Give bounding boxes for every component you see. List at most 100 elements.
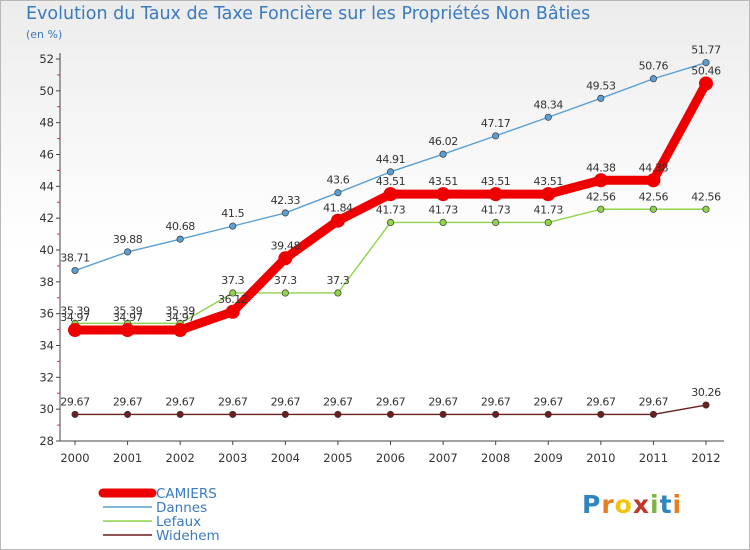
data-label-dannes: 47.17 xyxy=(481,117,511,130)
logo-letter: i xyxy=(672,490,683,519)
logo-letter: x xyxy=(632,490,650,519)
data-point-camiers xyxy=(593,173,608,188)
data-point-widehem xyxy=(544,410,552,418)
data-label-widehem: 29.67 xyxy=(271,395,301,408)
x-tick-label: 2003 xyxy=(218,451,247,465)
data-point-widehem xyxy=(439,410,447,418)
data-label-camiers: 41.84 xyxy=(323,202,353,215)
legend-label-widehem: Widehem xyxy=(156,528,220,544)
data-label-camiers: 34.97 xyxy=(165,311,195,324)
data-label-lefaux: 41.73 xyxy=(481,203,511,216)
data-label-dannes: 49.53 xyxy=(586,79,616,92)
data-point-camiers xyxy=(699,76,713,91)
y-tick-label: 42 xyxy=(39,211,54,225)
data-label-lefaux: 37.3 xyxy=(221,274,244,287)
data-label-widehem: 29.67 xyxy=(481,395,511,408)
data-label-camiers: 43.51 xyxy=(534,175,564,188)
data-point-dannes xyxy=(176,235,184,243)
data-point-dannes xyxy=(544,113,552,121)
data-label-dannes: 38.71 xyxy=(60,252,90,265)
data-point-widehem xyxy=(176,410,184,418)
data-point-dannes xyxy=(281,209,289,217)
logo-letter: i xyxy=(650,490,660,519)
data-label-camiers: 39.48 xyxy=(271,239,301,252)
x-tick-label: 2002 xyxy=(166,451,195,465)
y-tick-label: 40 xyxy=(39,243,54,257)
data-label-lefaux: 37.3 xyxy=(326,274,349,287)
data-label-widehem: 29.67 xyxy=(428,395,458,408)
data-label-widehem: 29.67 xyxy=(639,395,669,408)
data-point-dannes xyxy=(124,248,132,256)
y-tick-label: 30 xyxy=(39,402,54,416)
data-label-lefaux: 42.56 xyxy=(691,190,721,203)
x-tick-label: 2006 xyxy=(376,451,405,465)
data-point-dannes xyxy=(649,75,657,83)
data-point-widehem xyxy=(281,410,289,418)
data-point-widehem xyxy=(649,410,657,418)
data-point-lefaux xyxy=(334,289,342,297)
data-point-dannes xyxy=(702,59,710,67)
logo-letter: o xyxy=(614,490,633,519)
data-point-camiers xyxy=(646,173,661,188)
data-point-lefaux xyxy=(597,205,605,213)
legend-label-dannes: Dannes xyxy=(156,500,207,516)
data-label-dannes: 39.88 xyxy=(113,233,143,246)
data-point-lefaux xyxy=(492,218,500,227)
data-point-widehem xyxy=(702,401,710,409)
data-label-camiers: 44.38 xyxy=(586,161,616,174)
data-point-camiers xyxy=(173,323,188,338)
legend-label-lefaux: Lefaux xyxy=(156,514,201,530)
data-label-camiers: 43.51 xyxy=(481,175,511,188)
data-label-dannes: 42.33 xyxy=(271,194,301,207)
data-label-camiers: 34.97 xyxy=(60,311,90,324)
data-point-widehem xyxy=(597,410,605,418)
data-point-camiers xyxy=(225,304,240,319)
data-point-camiers xyxy=(120,323,135,338)
logo-letter: P xyxy=(582,490,602,519)
data-point-widehem xyxy=(71,410,79,418)
y-tick-label: 36 xyxy=(39,307,54,321)
data-point-camiers xyxy=(541,187,556,202)
y-tick-label: 50 xyxy=(39,84,54,98)
x-tick-label: 2005 xyxy=(323,451,352,465)
y-tick-label: 34 xyxy=(39,339,54,353)
data-label-widehem: 29.67 xyxy=(534,395,564,408)
data-point-dannes xyxy=(386,168,395,176)
data-label-lefaux: 41.73 xyxy=(534,203,564,216)
data-point-widehem xyxy=(229,410,237,418)
data-label-widehem: 29.67 xyxy=(218,395,248,408)
data-point-lefaux xyxy=(386,218,395,227)
data-point-camiers xyxy=(383,187,398,202)
data-label-dannes: 48.34 xyxy=(534,98,564,111)
data-label-camiers: 36.12 xyxy=(218,293,248,306)
data-label-lefaux: 35.39 xyxy=(113,304,143,317)
data-point-dannes xyxy=(229,222,237,230)
data-label-lefaux: 42.56 xyxy=(639,190,669,203)
data-label-widehem: 29.67 xyxy=(586,395,616,408)
data-point-camiers xyxy=(436,187,451,202)
data-point-lefaux xyxy=(229,289,237,297)
data-point-camiers xyxy=(278,251,293,266)
x-tick-label: 2004 xyxy=(271,451,300,465)
proxiti-logo: Proxiti xyxy=(582,490,682,519)
y-tick-label: 28 xyxy=(39,434,54,448)
data-point-dannes xyxy=(597,94,605,102)
data-point-widehem xyxy=(124,410,132,418)
y-tick-label: 52 xyxy=(39,52,54,66)
data-point-camiers xyxy=(330,213,345,228)
data-point-lefaux xyxy=(281,289,289,297)
data-label-camiers: 44.38 xyxy=(639,161,669,174)
y-tick-label: 44 xyxy=(39,179,54,193)
chart-title: Evolution du Taux de Taxe Foncière sur l… xyxy=(26,4,591,24)
x-tick-label: 2012 xyxy=(691,451,720,465)
data-point-dannes xyxy=(492,132,500,140)
data-point-lefaux xyxy=(544,218,552,227)
y-tick-label: 48 xyxy=(39,116,54,130)
y-tick-label: 38 xyxy=(39,275,54,289)
data-label-dannes: 46.02 xyxy=(428,135,458,148)
data-label-widehem: 29.67 xyxy=(60,395,90,408)
unit-label: (en %) xyxy=(26,28,63,41)
data-label-camiers: 34.97 xyxy=(113,311,143,324)
data-point-lefaux xyxy=(702,205,710,213)
data-point-lefaux xyxy=(439,218,447,227)
